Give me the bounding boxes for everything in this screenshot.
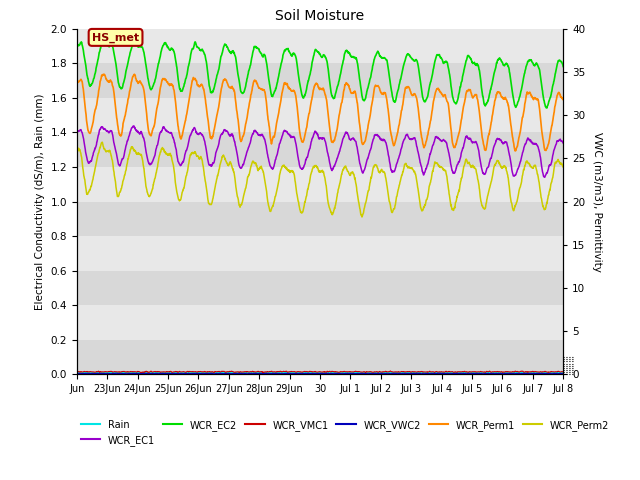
Bar [77,236,563,271]
Bar [77,29,563,63]
Bar [77,63,563,98]
Bar [77,132,563,167]
Bar [77,340,563,374]
Legend: Rain, WCR_EC1, WCR_EC2, WCR_VMC1, WCR_VWC2, WCR_Perm1, WCR_Perm2: Rain, WCR_EC1, WCR_EC2, WCR_VMC1, WCR_VW… [77,416,613,449]
Bar [77,271,563,305]
Y-axis label: Electrical Conductivity (dS/m), Rain (mm): Electrical Conductivity (dS/m), Rain (mm… [35,93,45,310]
Title: Soil Moisture: Soil Moisture [275,10,365,24]
Bar [77,167,563,202]
Bar [77,98,563,132]
Y-axis label: VWC (m3/m3), Permittivity: VWC (m3/m3), Permittivity [592,132,602,272]
Bar [77,202,563,236]
Bar [77,305,563,340]
Text: HS_met: HS_met [92,32,139,43]
